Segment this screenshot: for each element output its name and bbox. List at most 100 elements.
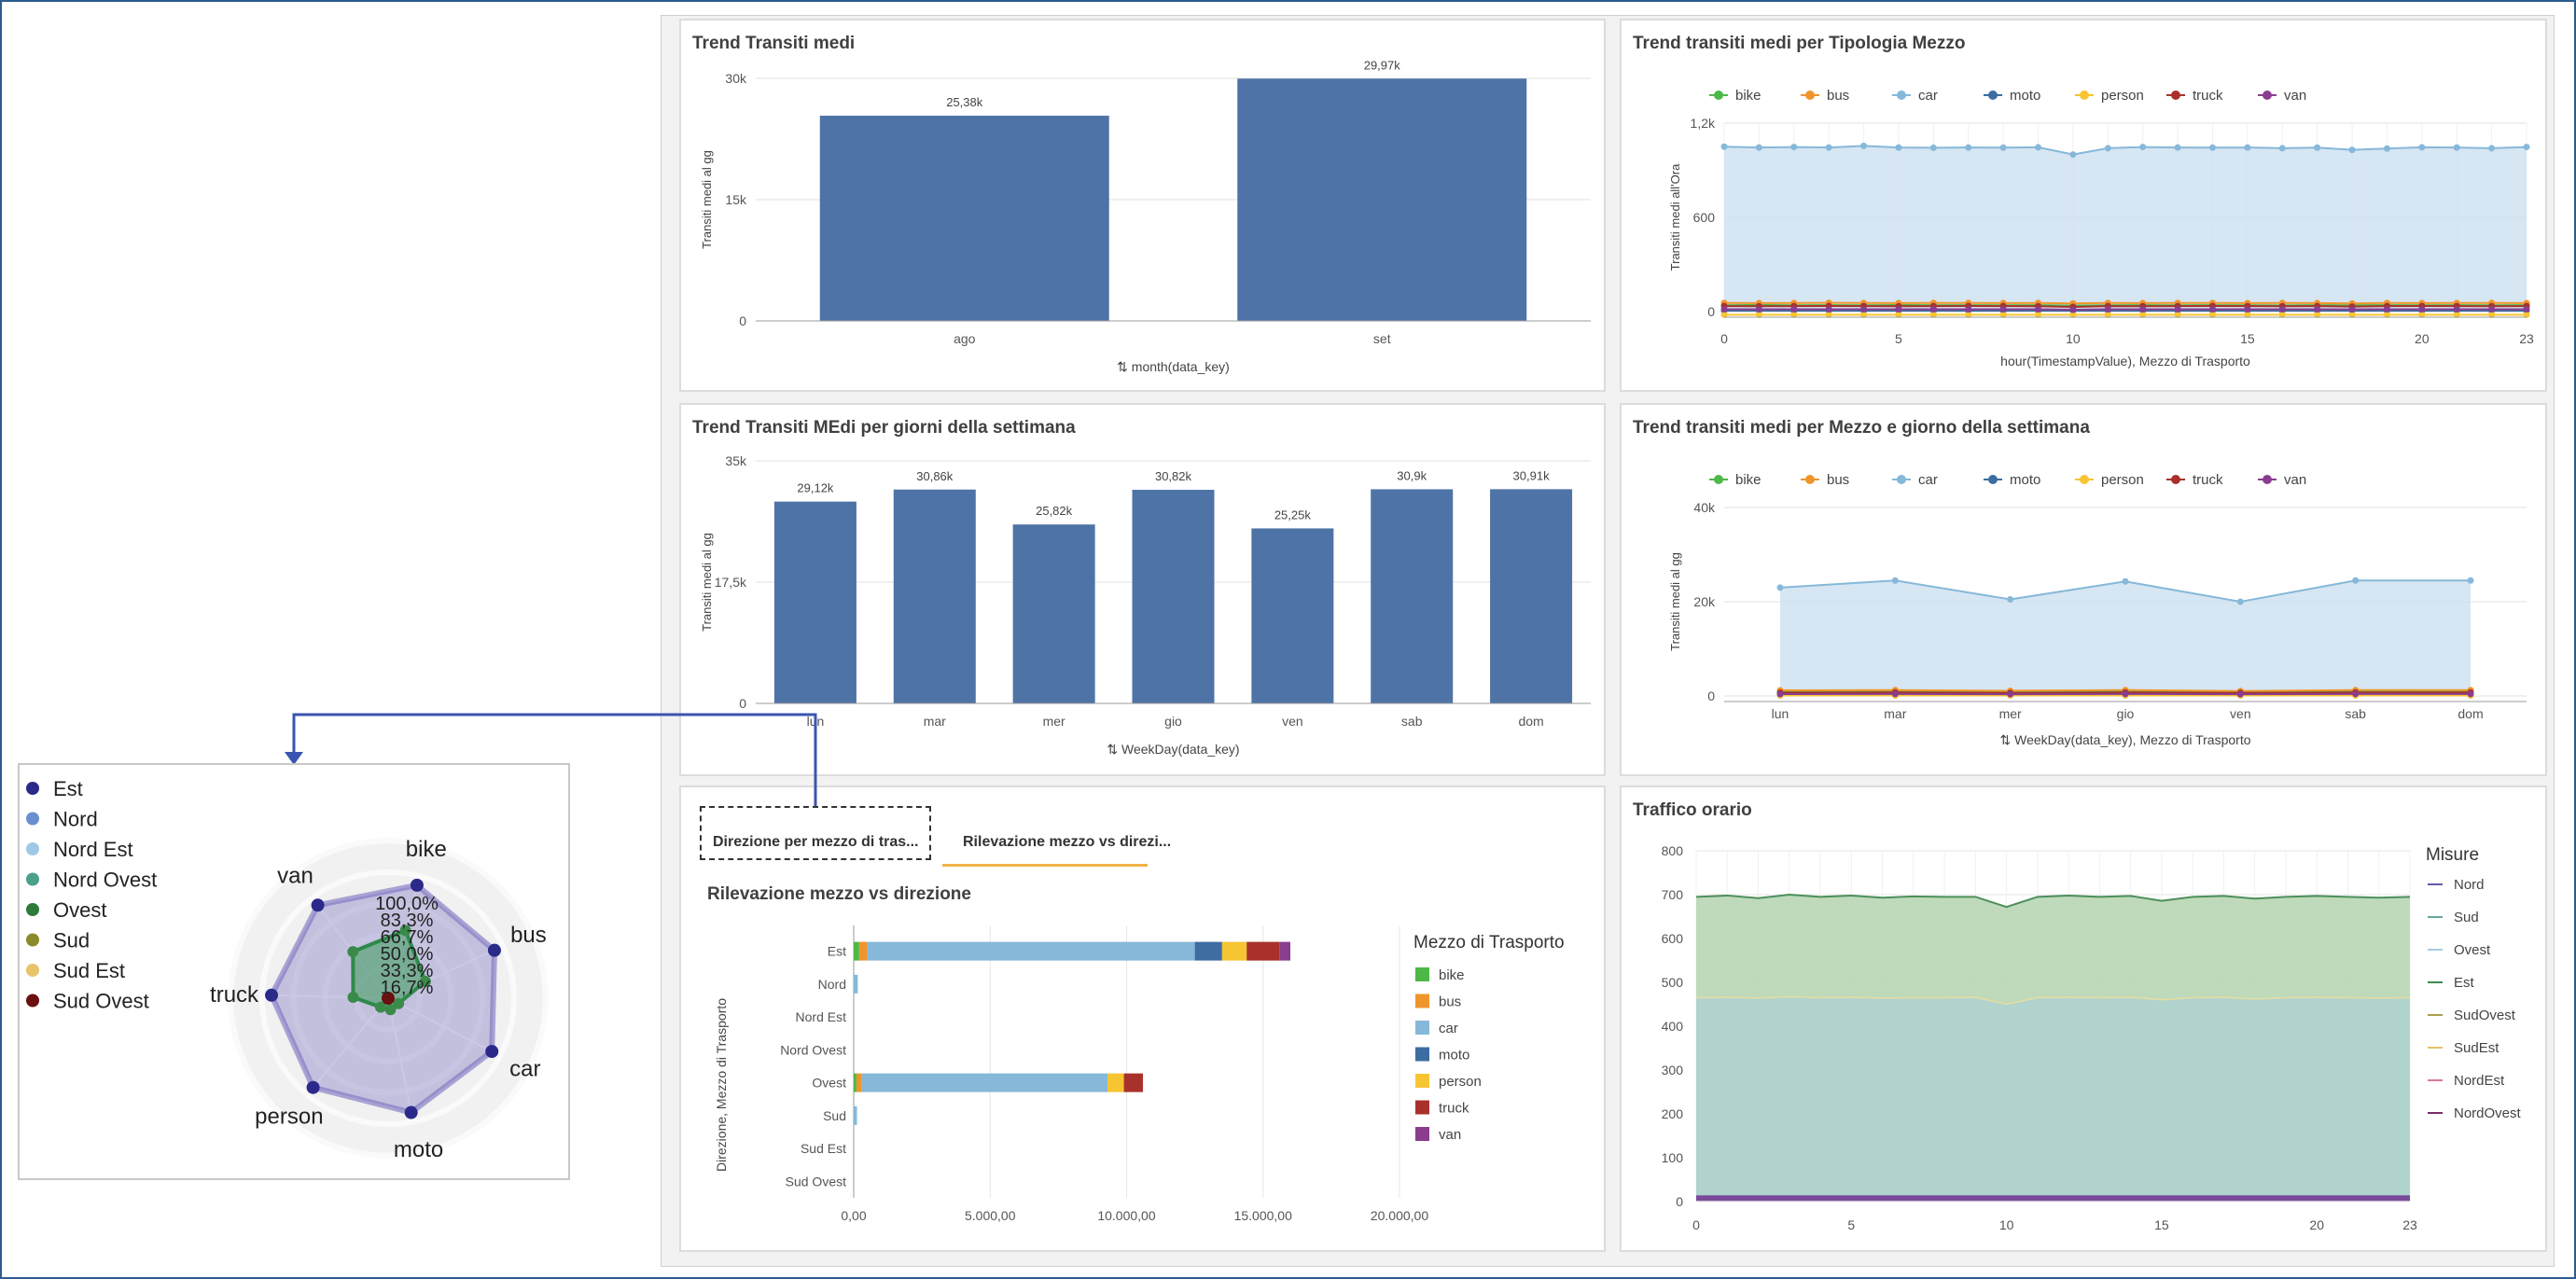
data-point-van xyxy=(2348,306,2356,313)
y-tick-label: 800 xyxy=(1662,843,1684,858)
data-point-person xyxy=(2418,311,2426,318)
radar-point-ovest xyxy=(384,1004,397,1016)
bar-value-label: 29,97k xyxy=(1364,58,1401,72)
radar-axis-label: person xyxy=(255,1104,323,1129)
y-axis-title: Transiti medi all'Ora xyxy=(1668,163,1682,271)
panel-trend-mezzo-giorno[interactable]: Trend transiti medi per Mezzo e giorno d… xyxy=(1620,403,2547,776)
radar-legend-dot xyxy=(26,994,39,1008)
x-tick-label: mer xyxy=(1043,714,1065,729)
x-tick-label: gio xyxy=(1164,714,1182,729)
chart-line-weekday-mezzo: bike bus car moto person truck van 0 20k 40k lun ma… xyxy=(1668,472,2527,747)
panel-trend-transiti-medi[interactable]: Trend Transiti medi 0 15k 30k 25,38k ago 29,9… xyxy=(679,19,1606,392)
chart-stacked-hbar: 0,00 5.000,00 10.000,00 15.000,00 20.000,00 E… xyxy=(714,925,1565,1223)
x-tick-label: 15 xyxy=(2154,1217,2169,1232)
radar-spoke xyxy=(387,997,412,1113)
y-tick-label: Nord Ovest xyxy=(780,1042,846,1057)
data-point-van xyxy=(2278,305,2286,313)
x-tick-label: ven xyxy=(2230,706,2251,721)
legend-swatch-person xyxy=(1415,1074,1429,1088)
data-point-van xyxy=(2104,305,2111,313)
legend-label-van: van xyxy=(2284,472,2306,488)
radar-panel[interactable]: bike bus car moto person truck van 16,7% 33,3% 50… xyxy=(18,763,570,1180)
radar-legend-dot xyxy=(26,782,39,795)
legend-label-SudOvest: SudOvest xyxy=(2454,1008,2516,1023)
data-point-person xyxy=(1825,311,1832,318)
data-point-van xyxy=(2383,305,2390,313)
panel-trend-giorni-settimana[interactable]: Trend Transiti MEdi per giorni della set… xyxy=(679,403,1606,776)
series-line-est xyxy=(1695,995,2411,1006)
x-tick-label: 20.000,00 xyxy=(1371,1208,1428,1223)
radar-point-est xyxy=(404,1105,418,1119)
series-line-bus xyxy=(1723,301,2527,305)
y-tick-label: 0 xyxy=(1707,304,1715,319)
panel-title: Rilevazione mezzo vs direzione xyxy=(707,884,971,904)
bar-segment-car xyxy=(861,1073,1108,1092)
x-tick-label: ago xyxy=(954,331,976,346)
data-point-car xyxy=(2007,595,2014,603)
data-point-car xyxy=(2488,145,2496,152)
bar-segment-truck xyxy=(1246,941,1280,961)
radar-point-est xyxy=(410,878,424,892)
panel-title: Trend Transiti MEdi per giorni della set… xyxy=(692,418,1076,438)
y-tick-label: Est xyxy=(828,944,846,959)
y-tick-label: 700 xyxy=(1662,887,1684,902)
legend-label-bus: bus xyxy=(1439,994,1461,1010)
data-point-van xyxy=(1720,305,1728,313)
legend-label-bike: bike xyxy=(1735,88,1761,104)
legend-label-moto: moto xyxy=(2010,88,2040,104)
x-tick-label: 0 xyxy=(1720,331,1728,346)
y-tick-label: 0 xyxy=(1707,688,1715,703)
panel-trend-tipologia-mezzo[interactable]: Trend transiti medi per Tipologia Mezzo … xyxy=(1620,19,2547,392)
panel-traffico-orario[interactable]: Traffico orario 0 100 200 300 400 500 600 700 80… xyxy=(1620,785,2547,1252)
x-axis-title: ⇅ WeekDay(data_key) xyxy=(1107,742,1239,757)
data-point-car xyxy=(1755,144,1762,151)
data-point-car xyxy=(2244,144,2251,151)
data-point-van xyxy=(2208,305,2216,313)
data-point-van xyxy=(2314,305,2321,313)
data-point-car xyxy=(1790,144,1798,151)
radar-legend-label: Sud xyxy=(53,929,90,952)
bar xyxy=(1012,524,1095,703)
data-point-car xyxy=(1776,584,1784,591)
radar-legend-dot xyxy=(26,812,39,826)
radar-axis-label: van xyxy=(277,863,313,888)
data-point-person xyxy=(2314,311,2321,318)
data-point-car xyxy=(2069,151,2077,159)
panel-rilevazione[interactable]: Direzione per mezzo di tras... Rilevazio… xyxy=(679,785,1606,1252)
tab-rilevazione[interactable]: Rilevazione mezzo vs direzi... xyxy=(963,834,1172,850)
legend-swatch-car xyxy=(1415,1021,1429,1035)
bar xyxy=(1237,78,1527,321)
y-tick-label: 600 xyxy=(1693,210,1716,225)
y-tick-label: Ovest xyxy=(812,1076,846,1091)
legend-marker-bus xyxy=(1805,90,1815,100)
tab-direzione-frame xyxy=(700,806,931,860)
radar-legend-dot xyxy=(26,903,39,916)
radar-ring-label: 100,0% xyxy=(375,894,439,914)
chart-bar-weekday: 0 17,5k 35k 29,12k lun 30,86k mar 25,82k mer 30,8… xyxy=(700,453,1591,757)
radar-ring-label: 50,0% xyxy=(381,944,434,965)
radar-legend-dot xyxy=(26,842,39,855)
y-axis-title: Transiti medi al gg xyxy=(700,533,714,632)
data-point-car xyxy=(1891,577,1899,584)
data-point-van xyxy=(2244,305,2251,313)
data-point-person xyxy=(2488,311,2496,318)
data-point-van xyxy=(1776,690,1784,698)
legend-label-NordEst: NordEst xyxy=(2454,1073,2505,1089)
radar-legend-dot xyxy=(26,933,39,947)
panel-title: Traffico orario xyxy=(1633,800,1752,820)
data-point-van xyxy=(1999,305,2007,313)
data-point-car xyxy=(2104,145,2111,152)
tab-direzione[interactable]: Direzione per mezzo di tras... xyxy=(713,834,919,850)
data-point-car xyxy=(2278,145,2286,152)
y-tick-label: 30k xyxy=(725,71,747,86)
data-point-van xyxy=(2007,690,2014,698)
radar-point-ovest xyxy=(374,1001,386,1013)
bar-segment-person xyxy=(1107,1073,1124,1092)
y-tick-label: Nord Est xyxy=(796,1009,847,1024)
x-tick-label: 10 xyxy=(2066,331,2081,346)
x-tick-label: set xyxy=(1373,331,1391,346)
legend-label-SudEst: SudEst xyxy=(2454,1040,2499,1056)
radar-point-ovest xyxy=(399,924,411,937)
x-tick-label: dom xyxy=(2458,706,2483,721)
